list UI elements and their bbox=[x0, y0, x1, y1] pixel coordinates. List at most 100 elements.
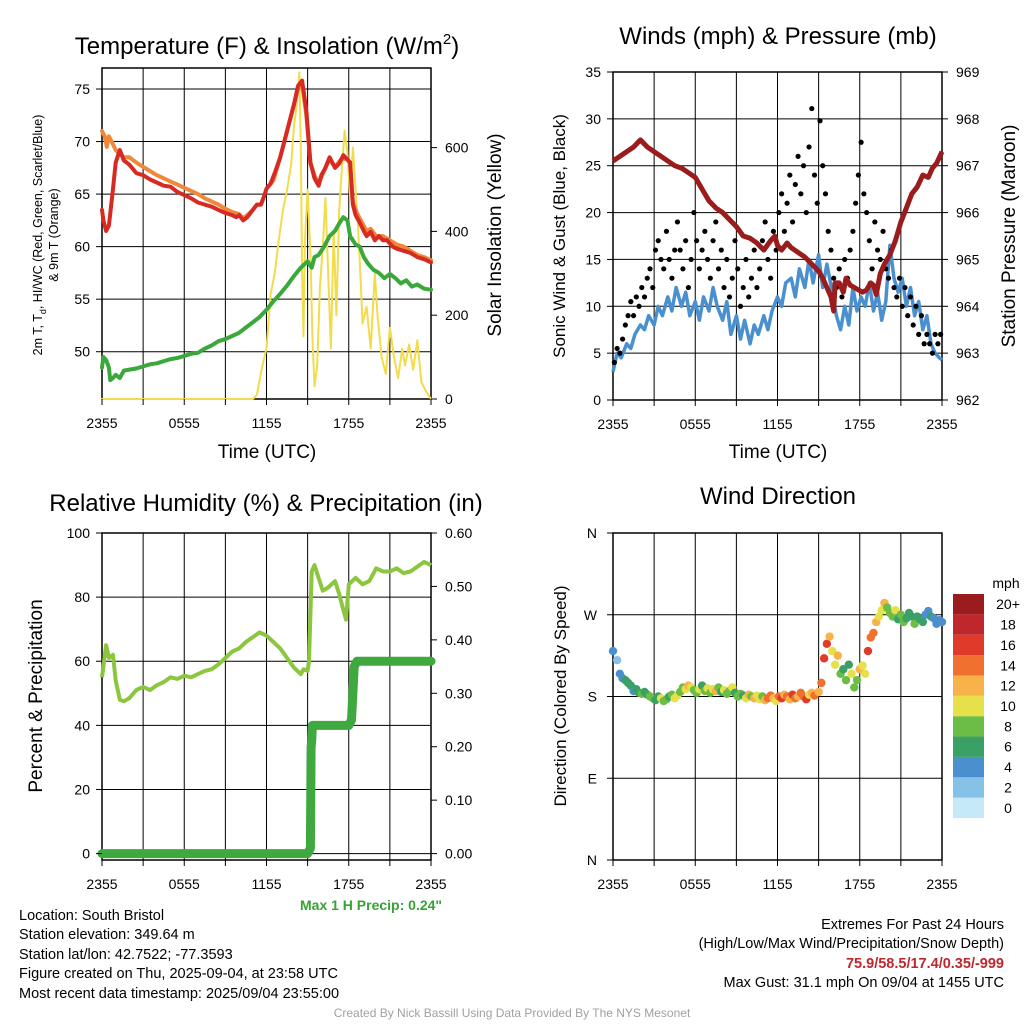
gust-point bbox=[611, 359, 617, 366]
x-tick-label: 1155 bbox=[762, 416, 792, 432]
direction-point bbox=[841, 675, 851, 685]
gust-point bbox=[729, 275, 735, 281]
temperature-panel: Temperature (F) & Insolation (W/m2) 2355… bbox=[31, 31, 506, 463]
gust-point bbox=[630, 313, 637, 319]
gust-point bbox=[699, 247, 705, 253]
y-tick-label: 80 bbox=[74, 589, 90, 605]
gust-point bbox=[902, 284, 908, 291]
direction-point bbox=[858, 661, 867, 670]
direction-title: Wind Direction bbox=[700, 483, 856, 510]
gust-point bbox=[644, 275, 650, 281]
direction-point bbox=[833, 651, 843, 660]
gust-point bbox=[715, 266, 722, 272]
temperature-axes: 2355 0555 1155 1755 2355 50 55 60 65 70 75 0 200 400 6… bbox=[74, 81, 468, 431]
pressure-y2label: Station Pressure (Maroon) bbox=[999, 125, 1020, 348]
temperature-series-line bbox=[100, 215, 433, 383]
y-tick-label: 0 bbox=[593, 392, 601, 408]
gust-point bbox=[694, 238, 700, 244]
legend-swatch bbox=[953, 777, 984, 798]
y2-tick-label: 0.30 bbox=[445, 685, 472, 701]
gust-point bbox=[850, 228, 856, 234]
gust-point bbox=[704, 256, 711, 263]
gust-point bbox=[718, 247, 724, 253]
y-tick-label: 35 bbox=[585, 64, 601, 80]
direction-point bbox=[819, 654, 829, 663]
gust-point bbox=[858, 139, 864, 145]
direction-point bbox=[850, 683, 859, 692]
gust-point bbox=[737, 303, 744, 309]
legend-label: 14 bbox=[1000, 657, 1016, 673]
legend-label: 6 bbox=[1004, 739, 1012, 755]
gust-point bbox=[905, 313, 911, 319]
station-elevation: Station elevation: 349.64 m bbox=[19, 927, 195, 944]
gust-point bbox=[935, 341, 941, 347]
temperature-title: Temperature (F) & Insolation (W/m2) bbox=[75, 31, 459, 60]
legend-label: 16 bbox=[1000, 637, 1016, 653]
y2-tick-label: 0 bbox=[445, 391, 453, 407]
gust-point bbox=[789, 219, 796, 225]
gust-point bbox=[885, 275, 892, 281]
y2-tick-label: 965 bbox=[956, 251, 980, 267]
direction-point bbox=[608, 646, 618, 656]
gust-point bbox=[869, 266, 875, 272]
y-tick-label: N bbox=[587, 525, 597, 541]
gust-point bbox=[831, 275, 837, 281]
gust-point bbox=[825, 228, 831, 234]
gust-point bbox=[672, 247, 678, 253]
station-info: Location: South Bristol Station elevatio… bbox=[19, 907, 339, 1004]
direction-point bbox=[847, 669, 856, 678]
gust-point bbox=[740, 284, 746, 291]
x-tick-label: 1755 bbox=[844, 416, 875, 432]
station-latlon: Station lat/lon: 42.7522; -77.3593 bbox=[19, 946, 233, 963]
gust-point bbox=[817, 118, 823, 124]
direction-point bbox=[822, 639, 832, 649]
gust-point bbox=[847, 247, 853, 253]
gust-point bbox=[891, 284, 897, 291]
gust-point bbox=[899, 303, 905, 309]
credit-line: Created By Nick Bassill Using Data Provi… bbox=[333, 1006, 691, 1020]
x-tick-label: 2355 bbox=[926, 876, 957, 892]
figure-created: Figure created on Thu, 2025-09-04, at 23… bbox=[19, 966, 338, 983]
y2-tick-label: 968 bbox=[956, 111, 980, 127]
gust-point bbox=[872, 219, 878, 225]
direction-point bbox=[852, 675, 862, 685]
extremes-info: Extremes For Past 24 Hours (High/Low/Max… bbox=[699, 916, 1004, 994]
x-tick-label: 1755 bbox=[333, 415, 364, 431]
legend-swatch bbox=[953, 736, 984, 757]
gust-point bbox=[866, 238, 872, 244]
pressure-line bbox=[611, 137, 945, 314]
x-tick-label: 0555 bbox=[680, 416, 711, 432]
y-tick-label: S bbox=[588, 689, 597, 705]
y-tick-label: 30 bbox=[585, 111, 601, 127]
y-tick-label: 60 bbox=[74, 239, 90, 255]
x-tick-label: 2355 bbox=[926, 416, 957, 432]
gust-point bbox=[683, 238, 689, 244]
gust-point bbox=[770, 228, 776, 234]
y2-tick-label: 0.40 bbox=[445, 632, 472, 648]
winds-ylabel: Sonic Wind & Gust (Blue, Black) bbox=[550, 114, 569, 358]
gust-point bbox=[666, 256, 672, 263]
temperature-series-line bbox=[100, 78, 433, 265]
gust-point bbox=[647, 266, 653, 272]
legend-label: 10 bbox=[1000, 698, 1016, 714]
gust-point bbox=[811, 172, 818, 178]
y2-tick-label: 0.00 bbox=[445, 846, 472, 862]
gust-point bbox=[759, 238, 766, 244]
x-tick-label: 0555 bbox=[169, 415, 200, 431]
gust-point bbox=[855, 172, 861, 178]
gust-point bbox=[680, 266, 686, 272]
gust-point bbox=[864, 209, 870, 216]
x-tick-label: 2355 bbox=[597, 876, 628, 892]
gust-point bbox=[661, 266, 667, 272]
gust-point bbox=[636, 303, 642, 309]
gust-point bbox=[622, 322, 628, 328]
x-tick-label: 1155 bbox=[251, 415, 281, 431]
gust-point bbox=[921, 341, 927, 347]
direction-point bbox=[817, 678, 826, 688]
gust-point bbox=[628, 299, 634, 305]
gust-point bbox=[633, 294, 639, 300]
gust-point bbox=[663, 228, 670, 234]
y-tick-label: 50 bbox=[74, 344, 90, 360]
x-tick-label: 2355 bbox=[86, 415, 117, 431]
